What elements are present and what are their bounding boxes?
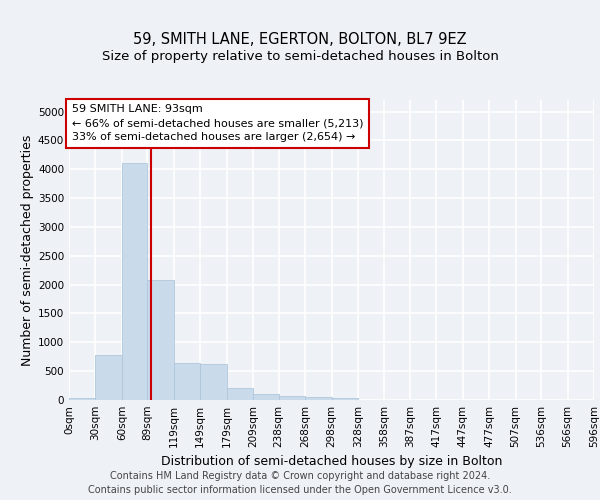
Text: Size of property relative to semi-detached houses in Bolton: Size of property relative to semi-detach… (101, 50, 499, 63)
Text: 59, SMITH LANE, EGERTON, BOLTON, BL7 9EZ: 59, SMITH LANE, EGERTON, BOLTON, BL7 9EZ (133, 32, 467, 48)
Bar (278, 396, 305, 400)
Bar (227, 388, 253, 400)
Bar (200, 364, 227, 400)
Bar (148, 280, 174, 400)
Text: Contains public sector information licensed under the Open Government Licence v3: Contains public sector information licen… (88, 485, 512, 495)
Bar (305, 397, 331, 400)
Bar (122, 164, 148, 400)
Bar (69, 398, 95, 400)
Text: 59 SMITH LANE: 93sqm
← 66% of semi-detached houses are smaller (5,213)
33% of se: 59 SMITH LANE: 93sqm ← 66% of semi-detac… (71, 104, 363, 142)
Text: Contains HM Land Registry data © Crown copyright and database right 2024.: Contains HM Land Registry data © Crown c… (110, 471, 490, 481)
X-axis label: Distribution of semi-detached houses by size in Bolton: Distribution of semi-detached houses by … (161, 456, 502, 468)
Y-axis label: Number of semi-detached properties: Number of semi-detached properties (21, 134, 34, 366)
Bar (331, 398, 358, 400)
Bar (95, 355, 122, 400)
Bar (253, 394, 278, 400)
Bar (174, 363, 200, 400)
